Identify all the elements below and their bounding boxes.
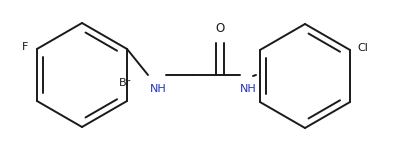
- Text: O: O: [215, 22, 224, 35]
- Text: Br: Br: [119, 78, 131, 88]
- Text: Cl: Cl: [357, 43, 369, 53]
- Text: F: F: [22, 42, 28, 52]
- Text: NH: NH: [240, 84, 256, 94]
- Text: NH: NH: [150, 84, 166, 94]
